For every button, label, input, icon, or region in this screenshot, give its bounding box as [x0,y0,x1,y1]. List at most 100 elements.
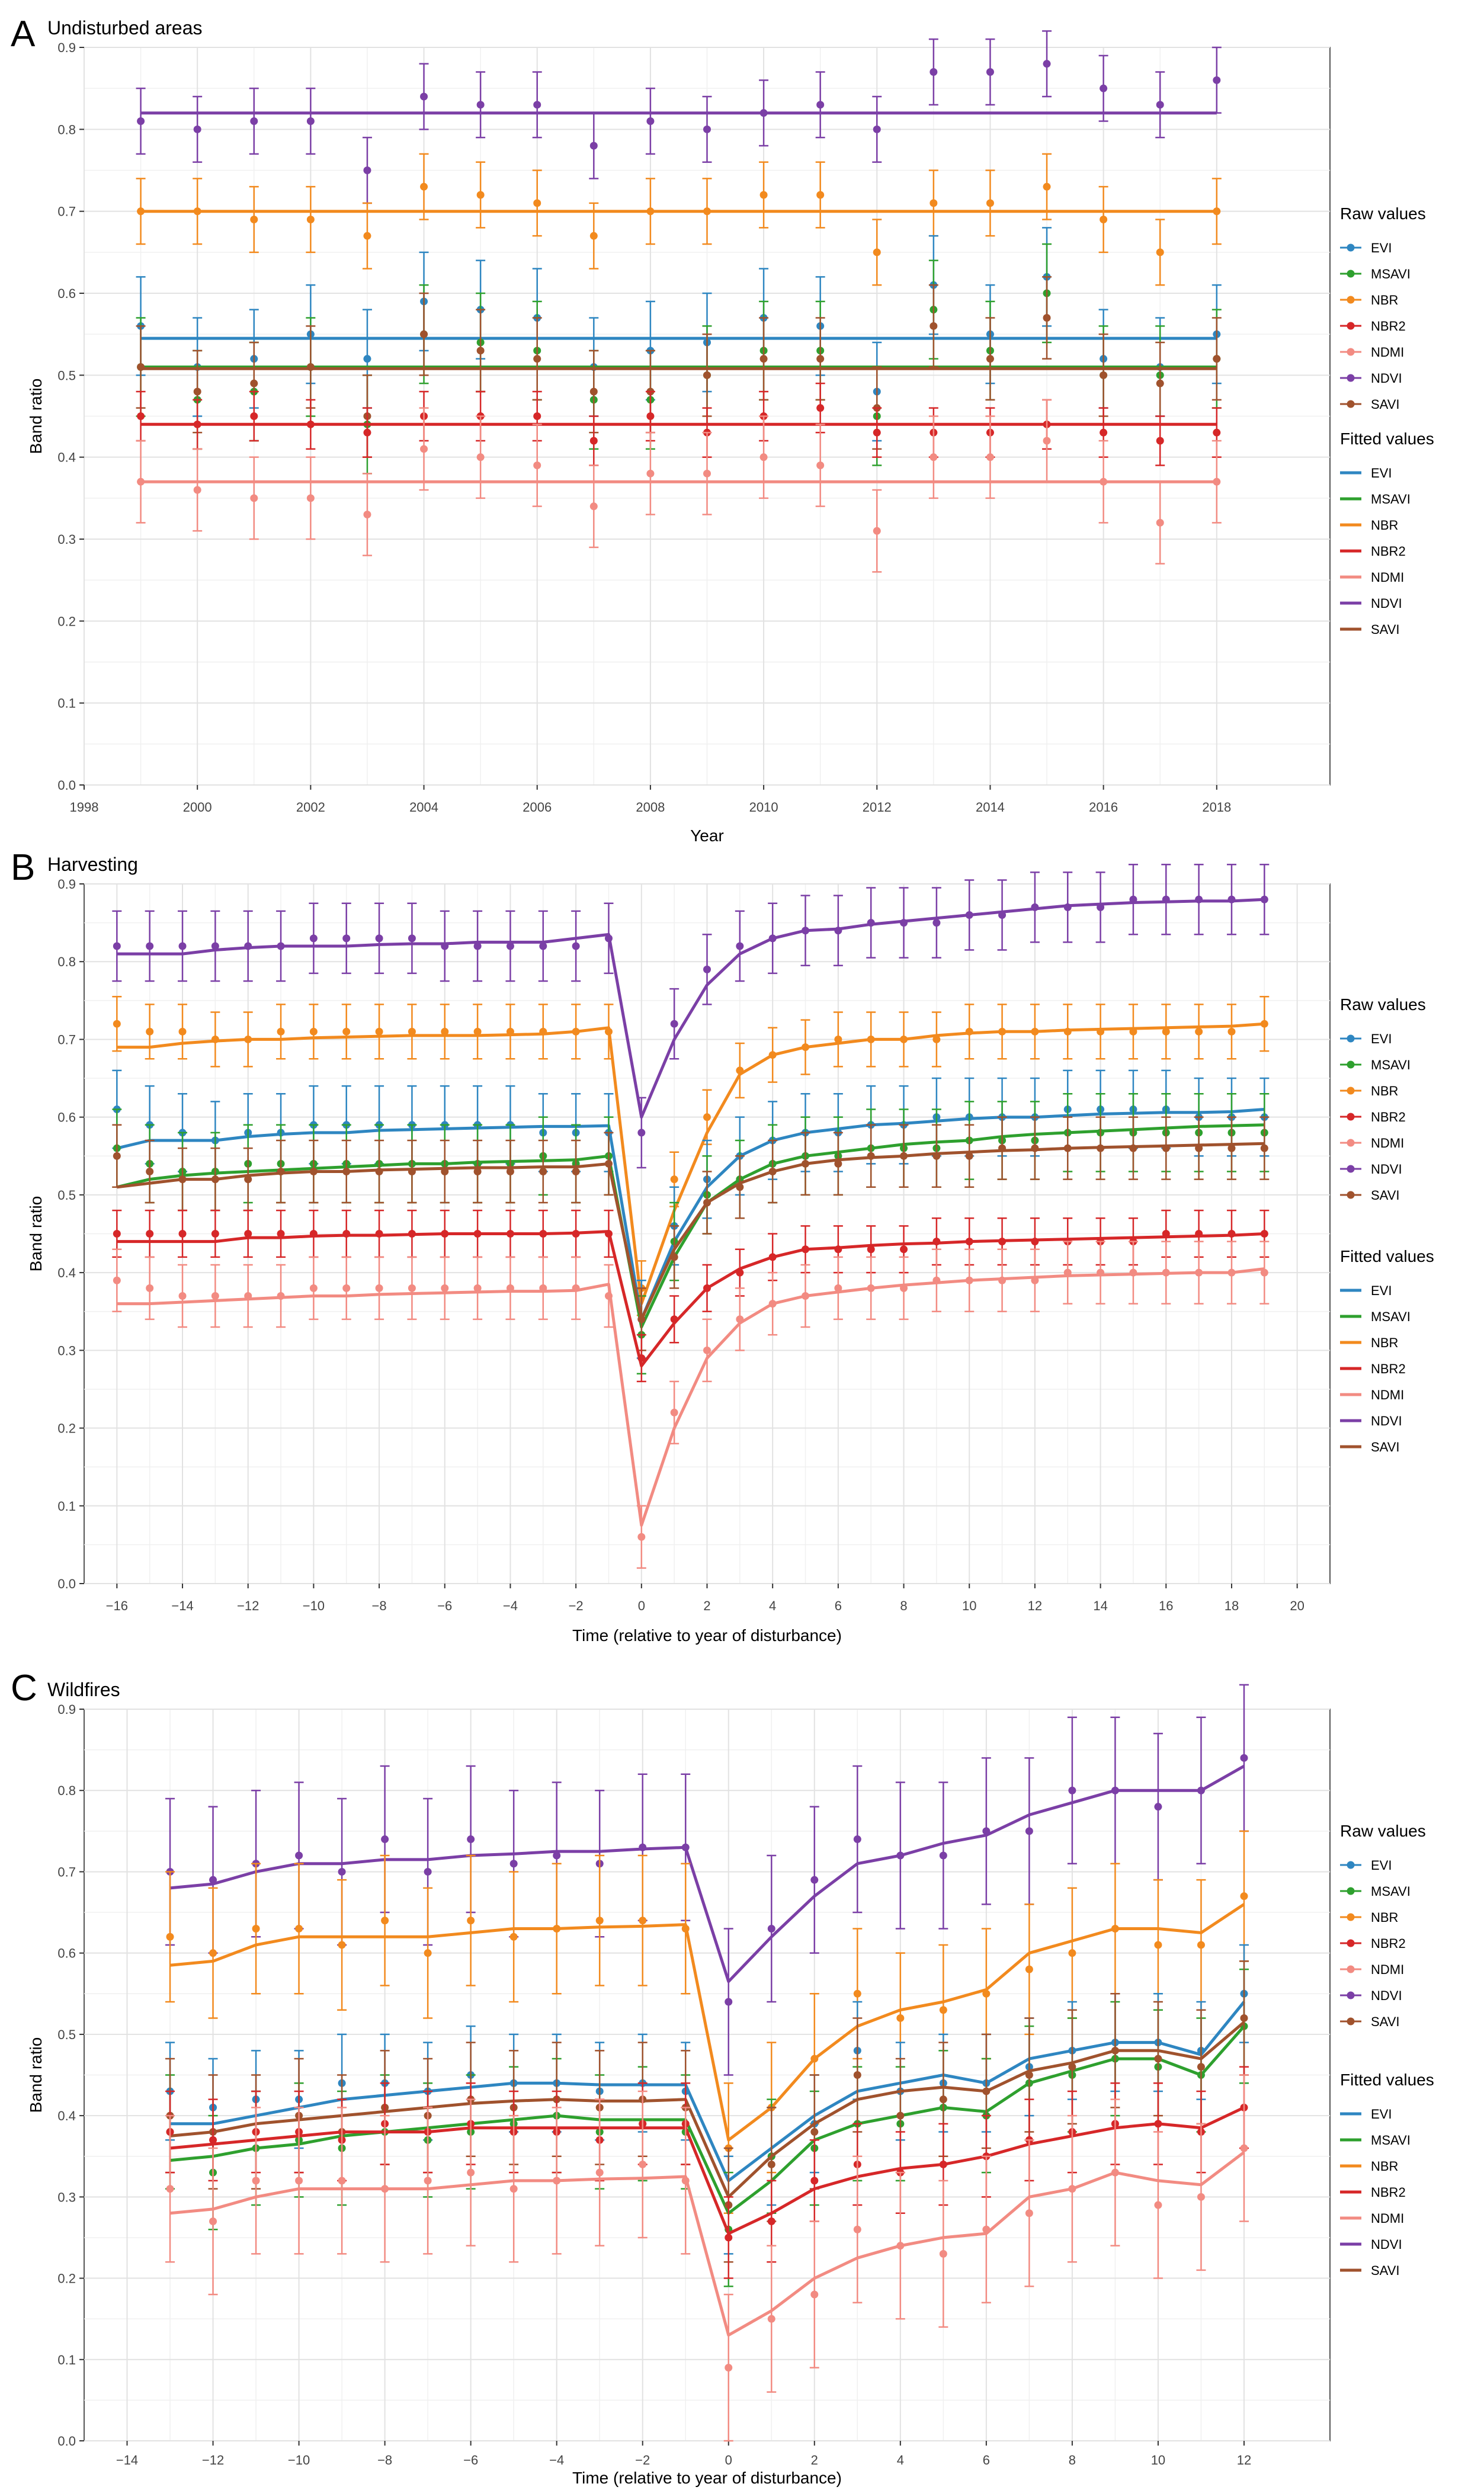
x-tick-label: −4 [549,2453,564,2467]
data-point [589,232,598,240]
data-point [982,1827,991,1835]
y-tick-label: 0.0 [57,1576,76,1591]
data-point [1260,1268,1268,1277]
data-point [703,1198,711,1207]
data-point [244,1175,252,1184]
legend-key-point [1347,400,1355,408]
x-tick-label: 2012 [863,800,892,815]
data-point [703,125,711,133]
x-tick-label: −6 [437,1598,452,1613]
legend-label: EVI [1371,466,1392,480]
data-point [1031,1276,1039,1284]
data-point [166,2185,174,2193]
data-point [873,428,881,437]
fitted-line [117,898,1265,1119]
data-point [589,502,598,511]
data-point [1063,1027,1072,1036]
legend-label: NDVI [1371,1988,1402,2003]
x-tick-label: 14 [1093,1598,1107,1613]
legend-title-raw: Raw values [1340,1822,1426,1840]
data-point [802,1245,810,1254]
x-tick-label: 4 [897,2453,904,2467]
data-point [637,1315,646,1323]
data-point [441,1168,449,1176]
data-point [211,1035,219,1043]
y-tick-label: 0.6 [57,286,76,301]
data-point [1154,1941,1162,1949]
y-tick-label: 0.1 [57,696,76,711]
data-point [900,1284,908,1292]
data-point [759,355,768,363]
y-tick-label: 0.1 [57,2353,76,2367]
data-point [1162,1027,1170,1036]
data-point [137,363,145,371]
data-point [211,1175,219,1184]
legend-key-point [1347,1939,1355,1947]
data-point [146,1027,154,1036]
data-point [375,1284,383,1292]
data-point [553,1925,561,1933]
fitted-line [169,2106,1245,2235]
data-point [604,934,613,943]
data-point [639,1917,647,1925]
legend-label: NDVI [1371,596,1402,611]
legend-key-point [1347,1139,1355,1147]
data-point [1025,1827,1033,1835]
data-point [929,199,938,207]
data-point [306,420,315,428]
data-point [193,125,201,133]
data-point [1100,216,1108,223]
data-point [1129,1268,1137,1277]
data-point [768,1168,777,1176]
data-point [338,1941,346,1949]
data-point [982,2225,991,2233]
legend-label: NDMI [1371,345,1404,360]
x-tick-label: −2 [569,1598,584,1613]
data-point [637,1129,646,1137]
data-point [473,1230,482,1238]
data-point [250,379,258,387]
data-point [1097,903,1105,911]
data-point [178,942,187,950]
data-point [113,1152,121,1160]
data-point [1213,355,1221,363]
legend-label: MSAVI [1371,1884,1411,1899]
data-point [1043,314,1051,322]
x-tick-label: −2 [635,2453,650,2467]
y-tick-label: 0.8 [57,954,76,969]
legend-label: NBR [1371,1335,1398,1350]
data-point [533,412,541,420]
data-point [834,1159,842,1168]
data-point [834,1035,842,1043]
data-point [375,934,383,943]
data-point [338,2177,346,2185]
data-point [244,1230,252,1238]
data-point [1156,437,1164,445]
data-point [178,1175,187,1184]
panel-letter: B [11,847,35,888]
y-tick-label: 0.7 [57,204,76,219]
data-point [867,1284,875,1292]
legend-label: NDMI [1371,570,1404,585]
y-tick-label: 0.4 [57,450,76,465]
data-point [703,371,711,379]
legend-label: NDMI [1371,1387,1404,1402]
data-point [146,1168,154,1176]
data-point [244,942,252,950]
legend-label: NDVI [1371,2237,1402,2252]
data-point [932,1238,941,1246]
data-point [867,1245,875,1254]
data-point [424,1949,432,1957]
data-point [982,2087,991,2095]
x-tick-label: 10 [962,1598,976,1613]
data-point [896,2111,905,2120]
x-tick-label: 0 [725,2453,732,2467]
data-point [250,216,258,223]
data-point [1111,2168,1119,2177]
data-point [1260,1144,1268,1152]
legend-label: MSAVI [1371,267,1411,281]
data-point [768,934,777,943]
data-point [670,1020,678,1028]
x-tick-label: −8 [372,1598,387,1613]
x-tick-label: 1998 [70,800,99,815]
